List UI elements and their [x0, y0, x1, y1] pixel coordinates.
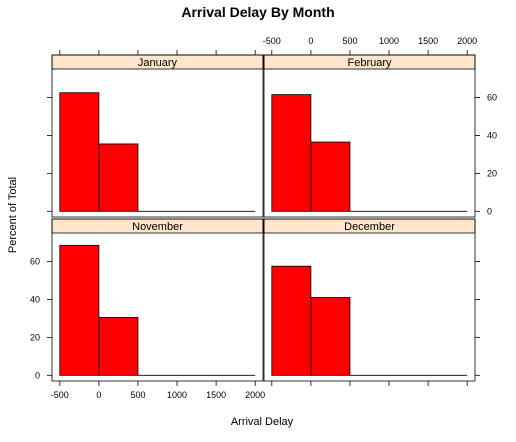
panel-border: [263, 54, 476, 218]
axes-layer: -500 0 500 1000 1500 2000-500 0 500 1000 1500 2000…: [30, 36, 497, 400]
bar: [59, 92, 100, 212]
panel-january: January: [51, 54, 264, 218]
x-top-tick-label: 1000: [379, 36, 399, 46]
panel-border: [51, 54, 264, 218]
x-top-tick-label: 0: [308, 36, 313, 46]
x-axis-title: Arrival Delay: [231, 416, 294, 428]
x-bottom-tick-label: -500: [51, 390, 69, 400]
panel-february: February: [263, 54, 476, 218]
x-bottom-tick-label: 0: [96, 390, 101, 400]
panel-strip-label: January: [138, 57, 178, 69]
y-right-tick-label: 20: [487, 168, 497, 178]
x-bottom-tick-label: 1500: [206, 390, 226, 400]
panel-november: November: [51, 218, 264, 382]
x-top-tick-label: 1500: [418, 36, 438, 46]
panel-strip-label: December: [344, 221, 395, 233]
y-right-tick-label: 40: [487, 130, 497, 140]
panel-strip-label: November: [132, 221, 183, 233]
x-top-tick-label: -500: [263, 36, 281, 46]
bar: [271, 265, 312, 376]
panel-strip-label: February: [347, 57, 392, 69]
bar: [271, 94, 312, 212]
chart-title: Arrival Delay By Month: [181, 4, 334, 20]
x-top-tick-label: 2000: [457, 36, 477, 46]
y-left-tick-label: 20: [30, 332, 40, 342]
y-left-tick-label: 60: [30, 256, 40, 266]
bar: [59, 244, 100, 376]
y-left-tick-label: 40: [30, 294, 40, 304]
panel-border: [263, 218, 476, 382]
x-bottom-tick-label: 2000: [245, 390, 265, 400]
bar: [98, 317, 139, 376]
y-right-tick-label: 0: [487, 206, 492, 216]
y-axis-title: Percent of Total: [7, 177, 19, 253]
bar: [310, 297, 351, 376]
y-right-tick-label: 60: [487, 92, 497, 102]
panels-layer: January February November December: [51, 54, 476, 382]
y-left-tick-label: 0: [35, 370, 40, 380]
x-top-tick-label: 500: [342, 36, 357, 46]
bar: [310, 141, 351, 212]
panel-december: December: [263, 218, 476, 382]
panel-border: [51, 218, 264, 382]
x-bottom-tick-label: 500: [130, 390, 145, 400]
bar: [98, 143, 139, 212]
x-bottom-tick-label: 1000: [167, 390, 187, 400]
